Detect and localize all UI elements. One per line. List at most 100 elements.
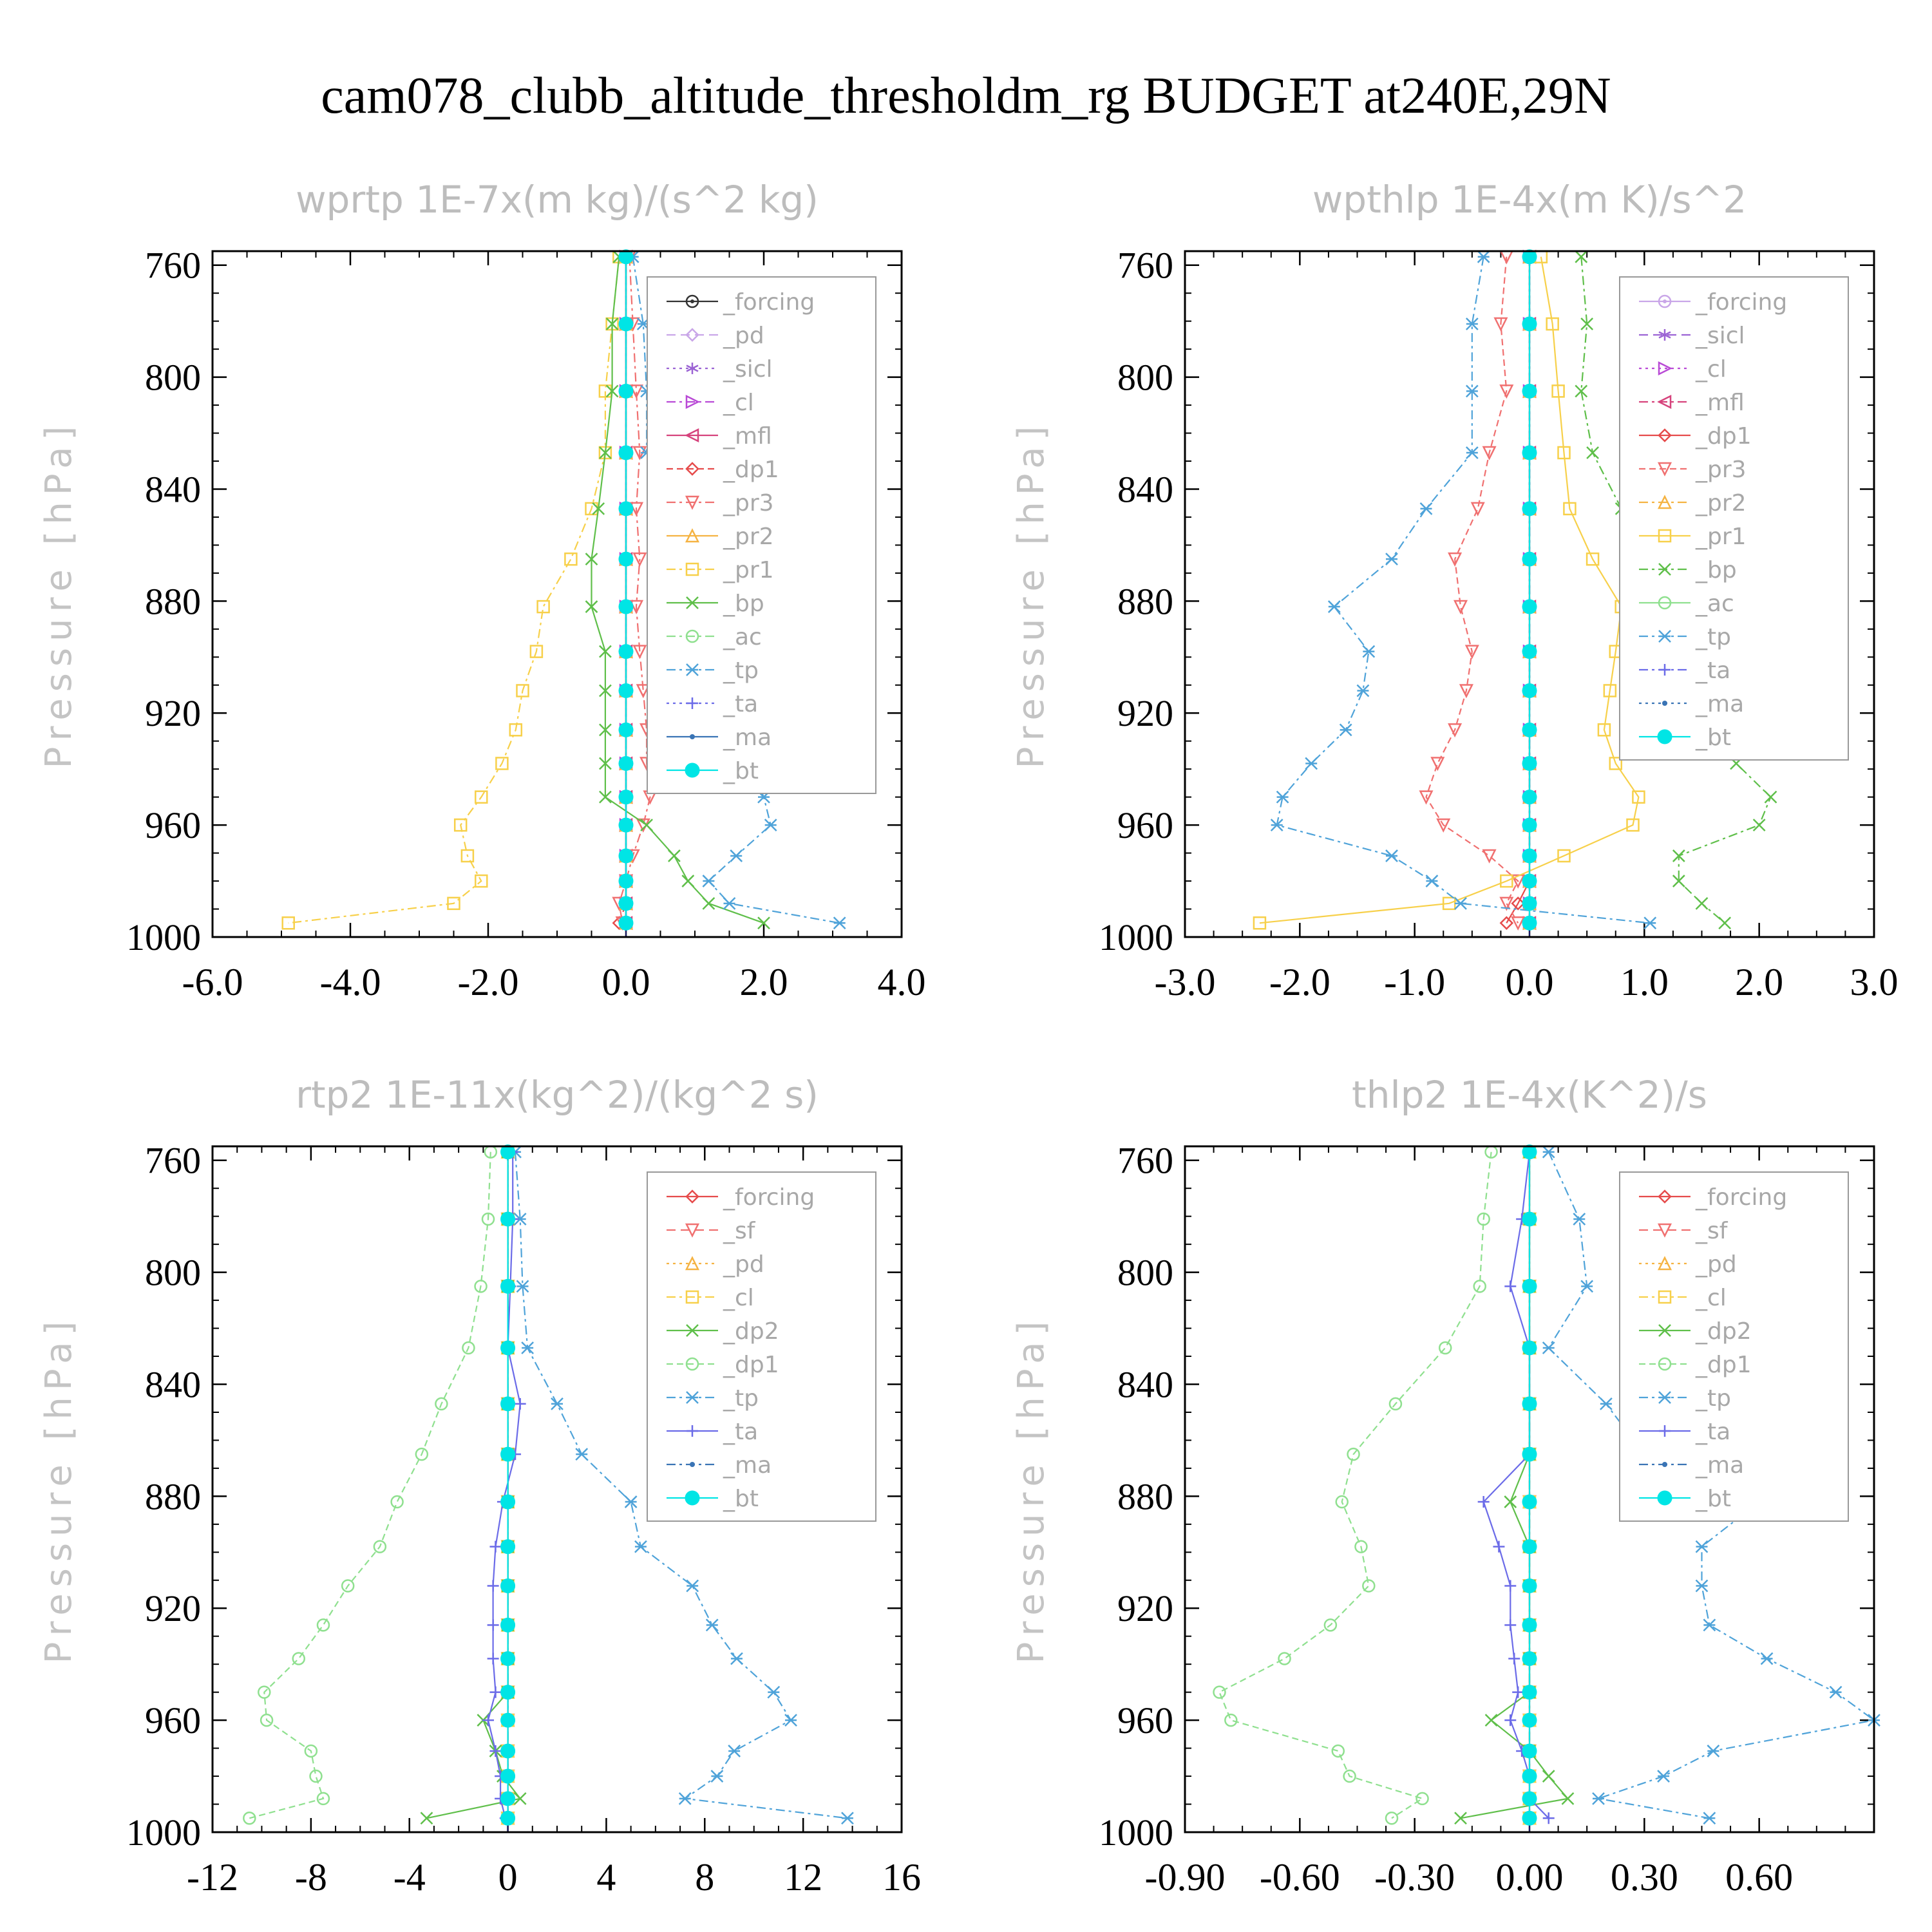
legend-marker_tp [686, 663, 699, 676]
data-point_pr1 [1603, 684, 1617, 697]
data-point_bt [618, 316, 634, 332]
data-point_bt [1522, 1768, 1537, 1784]
legend-label: _forcing [723, 289, 815, 316]
data-point_pr1 [453, 818, 468, 832]
data-point_tp [784, 1714, 797, 1727]
data-point_ta [1493, 1540, 1505, 1553]
data-point_bt [500, 1446, 516, 1462]
data-point_tp [1477, 250, 1490, 263]
data-point_dp1 [1331, 1744, 1345, 1758]
data-point_ta [1504, 1580, 1517, 1592]
data-point_pr1 [564, 552, 578, 566]
legend-label: _ma [1695, 1452, 1744, 1479]
data-point_ta [489, 1686, 502, 1698]
data-point_dp1 [435, 1397, 448, 1411]
data-point_bt [500, 1743, 516, 1759]
legend-label: _pr2 [1695, 490, 1747, 516]
legend-label: _forcing [723, 1184, 815, 1211]
data-point_pr3 [629, 502, 644, 516]
data-point_dp1 [1347, 1447, 1360, 1461]
legend-label: _pr2 [723, 524, 774, 550]
data-point_bt [618, 896, 634, 911]
data-point_bt [1522, 817, 1537, 833]
data-point_dp1 [1511, 896, 1525, 911]
legend-marker_ma [690, 734, 695, 739]
data-point_bt [1522, 1712, 1537, 1728]
data-point_ta [489, 1745, 502, 1757]
data-point_ta [1508, 1653, 1520, 1665]
data-point_bt [1522, 1685, 1537, 1700]
data-point_pr1 [1557, 849, 1571, 863]
y-axis-label: Pressure [hPa] [1010, 420, 1052, 769]
legend-marker_forcing-center [1663, 299, 1667, 303]
panel-1: wprtp 1E-7x(m kg)/(s^2 kg) Pressure [hPa]… [38, 178, 926, 1003]
data-point_dp1 [1278, 1652, 1291, 1665]
y-axis-label: Pressure [hPa] [1010, 1315, 1052, 1664]
legend-label: _mfl [1695, 390, 1745, 416]
data-point_tp [702, 875, 715, 887]
data-point_pr1 [475, 874, 488, 888]
legend-label: _pr3 [723, 490, 774, 516]
data-point_pr3 [1482, 849, 1497, 864]
data-point_bt [1522, 848, 1537, 864]
data-point_ta [487, 1653, 499, 1665]
legend-marker_dp2 [686, 1324, 699, 1337]
data-point_bp [1718, 916, 1732, 930]
data-point_bt [500, 1791, 516, 1806]
legend-marker_bp [686, 596, 699, 609]
data-point_bt [1522, 896, 1537, 911]
data-point_bt [1522, 383, 1537, 399]
legend-box [1619, 276, 1849, 761]
y-tick-label: 800 [1117, 357, 1173, 399]
y-tick-label: 840 [1117, 1363, 1173, 1405]
series-line_tp [514, 1151, 848, 1819]
x-tick-label: -8 [295, 1856, 327, 1899]
x-tick-label: 2.0 [740, 961, 788, 1003]
data-point_bt [1522, 873, 1537, 889]
data-point_bt [618, 644, 634, 659]
data-point_bt [1522, 1144, 1537, 1160]
data-point_bp [1695, 896, 1709, 910]
legend-marker_pr1 [685, 562, 699, 576]
data-point_bt [500, 1539, 516, 1555]
data-point_bt [500, 1712, 516, 1728]
data-point_bt [1522, 249, 1537, 265]
data-point_tp [1542, 1341, 1555, 1354]
data-point_bt [1522, 1340, 1537, 1356]
data-point_dp1 [474, 1280, 488, 1293]
data-point_bt [1522, 755, 1537, 771]
data-point_dp1 [258, 1685, 271, 1699]
data-point_tp [767, 1685, 781, 1699]
x-tick-label: 8 [695, 1856, 714, 1899]
legend-label: _cl [723, 390, 754, 416]
data-point_tp [1425, 875, 1439, 887]
data-point_bp [1575, 250, 1588, 263]
x-tick-label: -4 [393, 1856, 426, 1899]
data-point_bt [1522, 1494, 1537, 1510]
data-point_pr1 [447, 896, 460, 911]
data-point_pr1 [495, 757, 509, 770]
y-tick-label: 760 [145, 245, 201, 287]
data-point_dp1 [481, 1212, 495, 1226]
legend-marker_bt [685, 1490, 700, 1506]
data-point_tp [1465, 446, 1479, 459]
legend-marker_sicl [686, 363, 699, 374]
legend: _forcing _pd _sicl _cl _mfl _dp1 _pr3 _pr2 _pr1 _… [647, 276, 876, 794]
y-tick-label: 960 [145, 1700, 201, 1741]
legend-label: _bt [723, 758, 759, 784]
data-point_bt [1522, 683, 1537, 698]
plot-frame [211, 250, 903, 938]
data-point_ta [487, 1619, 499, 1631]
data-point_ta [487, 1580, 499, 1592]
panel-title: wprtp 1E-7x(m kg)/(s^2 kg) [296, 178, 819, 222]
legend-marker_bp [1658, 563, 1671, 576]
data-point_ta [1542, 1812, 1555, 1824]
legend-label: _tp [723, 1385, 759, 1412]
data-point_bt [618, 790, 634, 805]
data-point_dp1 [1362, 1579, 1376, 1593]
legend-marker_ta [1659, 1425, 1671, 1437]
data-point_bp [1764, 790, 1777, 804]
data-point_pr3 [1453, 600, 1468, 614]
data-point_tp [1657, 1770, 1670, 1783]
